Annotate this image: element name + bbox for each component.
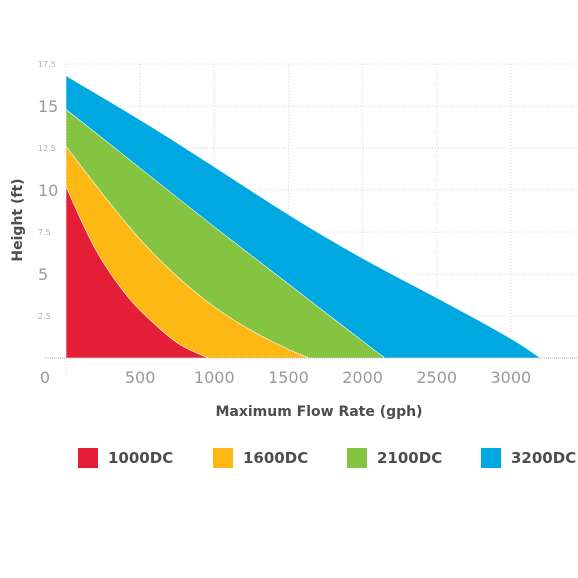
axes xyxy=(44,64,578,376)
y-tick-label: 15 xyxy=(38,97,58,116)
legend-item-1000dc: 1000DC xyxy=(78,448,173,468)
x-tick-label: 1000 xyxy=(194,368,235,387)
x-axis-title: Maximum Flow Rate (gph) xyxy=(215,404,422,420)
legend-item-1600dc: 1600DC xyxy=(213,448,308,468)
legend-item-3200dc: 3200DC xyxy=(481,448,576,468)
x-tick-label: 500 xyxy=(125,368,156,387)
x-tick-label: 3000 xyxy=(490,368,531,387)
x-tick-label: 2000 xyxy=(342,368,383,387)
x-tick-label: 2500 xyxy=(416,368,457,387)
legend-item-2100dc: 2100DC xyxy=(347,448,442,468)
legend-label: 1000DC xyxy=(108,449,174,467)
y-tick-label-minor: 12.5 xyxy=(38,144,56,153)
x-tick-label: 1500 xyxy=(268,368,309,387)
series-areas xyxy=(65,75,542,359)
tick-labels: 5 10 15 2.5 7.5 12.5 17.5 0 500 1000 1500 2000 2500 3… xyxy=(38,60,531,387)
y-tick-label: 5 xyxy=(38,265,48,284)
x-tick-label: 0 xyxy=(40,368,50,387)
y-tick-label: 10 xyxy=(38,181,58,200)
y-tick-label-minor: 17.5 xyxy=(38,60,56,69)
legend-label: 2100DC xyxy=(377,449,443,467)
area-1000dc xyxy=(65,186,209,359)
legend-label: 3200DC xyxy=(511,449,577,467)
y-axis-title: Height (ft) xyxy=(10,178,26,261)
legend-swatch xyxy=(213,448,233,468)
y-tick-label-minor: 2.5 xyxy=(38,312,51,321)
legend: 1000DC 1600DC 2100DC 3200DC xyxy=(78,448,578,478)
y-tick-label-minor: 7.5 xyxy=(38,228,51,237)
legend-swatch xyxy=(481,448,501,468)
legend-swatch xyxy=(78,448,98,468)
legend-label: 1600DC xyxy=(243,449,309,467)
legend-swatch xyxy=(347,448,367,468)
